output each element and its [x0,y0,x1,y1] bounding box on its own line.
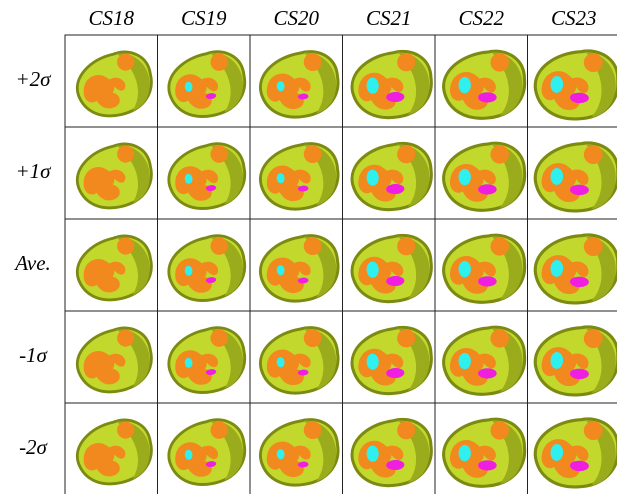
magenta-region [478,276,497,286]
magenta-region [478,92,497,102]
row-label: -1σ [19,343,48,367]
figure: CS18 CS19 CS20 CS21 CS22 CS23 +2σ +1σ Ave. -1σ -2σ [0,0,617,494]
image-cell [158,35,251,127]
image-cell [343,219,436,311]
row-label: +1σ [15,159,52,183]
cyan-region [459,77,471,93]
column-header: CS20 [273,6,319,30]
image-cell [158,127,251,219]
magenta-region [478,368,497,378]
image-cell [65,219,158,311]
column-header: CS22 [458,6,504,30]
image-cell [528,35,617,127]
image-cell [250,403,343,494]
magenta-region [478,184,497,194]
image-cell [435,219,528,311]
image-cell [343,127,436,219]
column-header: CS19 [181,6,227,30]
image-cell [528,311,617,403]
image-cell [158,403,251,494]
image-cell [65,311,158,403]
image-cell [343,35,436,127]
image-cell [528,403,617,494]
cyan-region [459,353,471,369]
column-header: CS21 [366,6,412,30]
image-cell [250,127,343,219]
image-cell [435,127,528,219]
cyan-region [459,445,471,461]
image-cell [250,35,343,127]
row-label: -2σ [19,435,48,459]
image-cell [528,127,617,219]
image-cell [250,219,343,311]
row-label: Ave. [13,251,51,275]
image-cell [435,403,528,494]
magenta-region [478,460,497,470]
row-label: +2σ [15,67,52,91]
image-cell [250,311,343,403]
image-cell [343,311,436,403]
cyan-region [459,261,471,277]
image-cell [435,311,528,403]
image-cell [158,311,251,403]
image-cell [65,403,158,494]
cyan-region [459,169,471,185]
image-cell [65,127,158,219]
column-header: CS18 [88,6,134,30]
image-cell [65,35,158,127]
image-cell [343,403,436,494]
image-cell [158,219,251,311]
column-header: CS23 [551,6,597,30]
image-cell [435,35,528,127]
image-cell [528,219,617,311]
